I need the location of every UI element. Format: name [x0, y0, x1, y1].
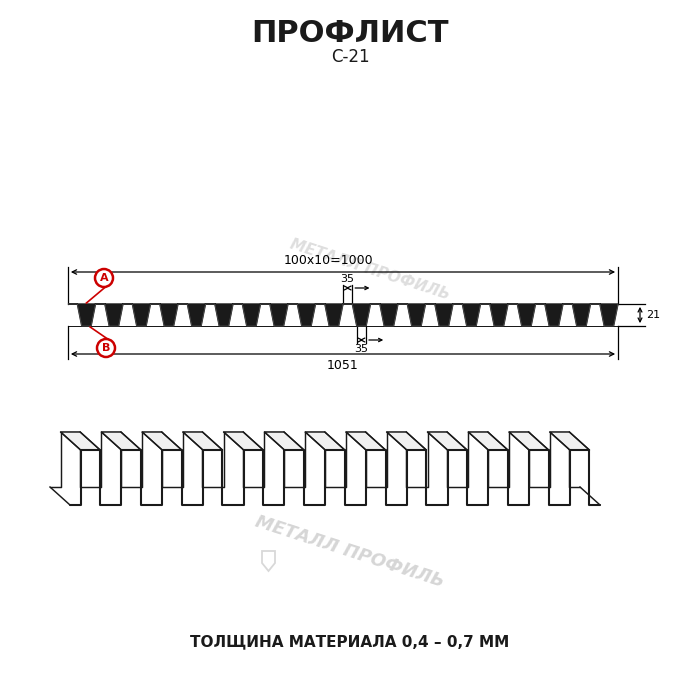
- Polygon shape: [387, 432, 426, 450]
- Polygon shape: [224, 432, 263, 450]
- Text: ПРОФЛИСТ: ПРОФЛИСТ: [251, 18, 449, 48]
- Text: B: B: [102, 343, 110, 353]
- Text: С-21: С-21: [330, 48, 370, 66]
- Polygon shape: [142, 432, 182, 450]
- Text: 35: 35: [341, 274, 355, 284]
- Polygon shape: [183, 432, 223, 450]
- Polygon shape: [468, 432, 508, 450]
- Polygon shape: [265, 432, 304, 450]
- Text: A: A: [99, 273, 108, 283]
- Text: 35: 35: [354, 344, 368, 354]
- Text: 100х10=1000: 100х10=1000: [284, 254, 373, 267]
- Circle shape: [95, 269, 113, 287]
- Text: ТОЛЩИНА МАТЕРИАЛА 0,4 – 0,7 ММ: ТОЛЩИНА МАТЕРИАЛА 0,4 – 0,7 ММ: [190, 634, 510, 650]
- Circle shape: [97, 339, 115, 357]
- Polygon shape: [68, 304, 618, 326]
- Polygon shape: [61, 432, 100, 450]
- Text: МЕТАЛЛ ПРОФИЛЬ: МЕТАЛЛ ПРОФИЛЬ: [253, 513, 447, 591]
- Text: МЕТАЛЛ ПРОФИЛЬ: МЕТАЛЛ ПРОФИЛЬ: [288, 237, 452, 303]
- Polygon shape: [509, 432, 549, 450]
- Polygon shape: [550, 432, 589, 450]
- Text: 1051: 1051: [327, 359, 359, 372]
- Text: 21: 21: [646, 310, 660, 320]
- Polygon shape: [346, 432, 386, 450]
- Polygon shape: [305, 432, 345, 450]
- Polygon shape: [102, 432, 141, 450]
- Polygon shape: [428, 432, 467, 450]
